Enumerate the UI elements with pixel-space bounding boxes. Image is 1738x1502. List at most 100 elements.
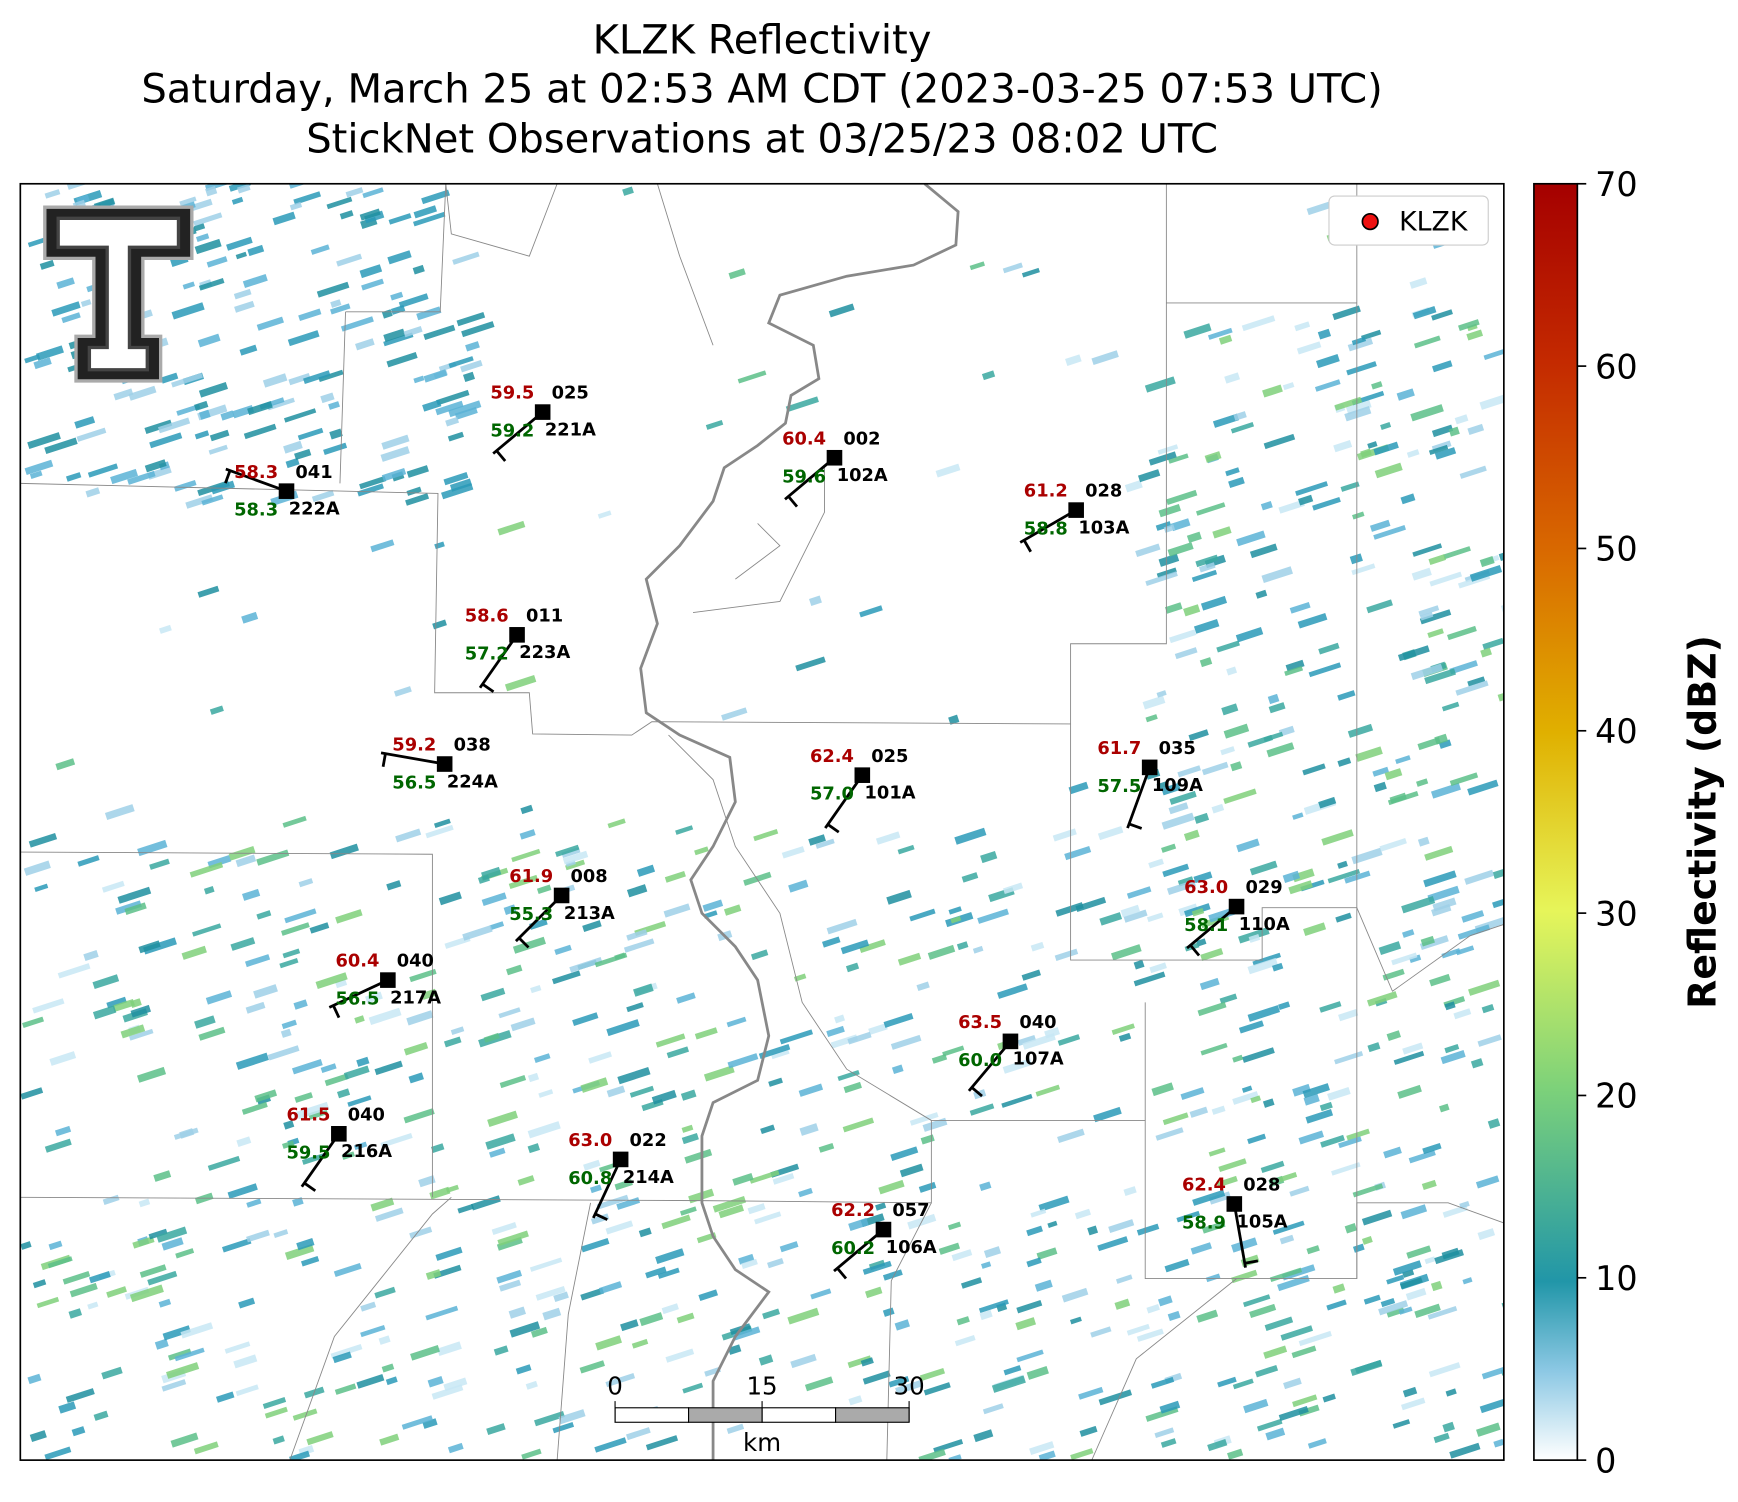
radar-echo	[1136, 1223, 1160, 1236]
radar-echo	[655, 1033, 686, 1048]
colorbar-tick-label: 0	[1595, 1441, 1616, 1480]
radar-echo	[918, 1181, 937, 1193]
radar-echo	[193, 1441, 219, 1455]
radar-echo	[1305, 1108, 1334, 1124]
radar-echo	[360, 1324, 386, 1338]
radar-echo	[899, 1163, 924, 1178]
dewpoint: 60.0	[958, 1050, 1002, 1071]
station-value: 057	[892, 1200, 929, 1221]
radar-echo	[938, 1242, 961, 1255]
radar-echo	[448, 400, 482, 418]
radar-echo	[104, 804, 135, 821]
wind-barb-flag	[495, 449, 507, 462]
radar-echo	[1421, 1179, 1437, 1191]
radar-echo	[681, 1124, 694, 1133]
radar-echo	[1278, 1172, 1298, 1183]
radar-echo	[1262, 1098, 1275, 1108]
radar-echo	[979, 1309, 993, 1321]
radar-echo	[1431, 904, 1452, 917]
radar-echo	[1219, 993, 1238, 1004]
station-value: 040	[1019, 1012, 1056, 1033]
radar-echo	[1391, 952, 1418, 966]
dewpoint: 58.9	[1182, 1212, 1226, 1233]
radar-echo	[1091, 350, 1119, 366]
radar-echo	[171, 372, 203, 388]
station-marker	[826, 449, 843, 466]
radar-echo	[1386, 1307, 1405, 1318]
radar-echo	[788, 879, 809, 893]
radar-echo	[1285, 659, 1305, 672]
radar-echo	[1464, 869, 1495, 885]
radar-echo	[51, 301, 81, 317]
radar-echo	[1198, 562, 1216, 573]
radar-echo	[582, 920, 602, 932]
radar-echo	[1224, 372, 1241, 384]
wind-barb-flag	[303, 1181, 317, 1192]
radar-echo	[1399, 1277, 1423, 1290]
radar-echo	[498, 1279, 522, 1292]
radar-echo	[737, 370, 767, 384]
radar-echo	[176, 403, 201, 416]
radar-echo	[1373, 441, 1399, 456]
radar-echo	[553, 1291, 569, 1303]
station-marker	[1141, 759, 1158, 776]
radar-echo	[527, 1121, 561, 1139]
radar-echo	[239, 344, 258, 356]
radar-echo	[93, 1410, 109, 1421]
scale-segment	[614, 1407, 690, 1423]
radar-echo	[890, 1146, 919, 1161]
radar-echo	[296, 1238, 315, 1251]
radar-echo	[1265, 1427, 1286, 1441]
station-value: 040	[348, 1104, 385, 1125]
radar-echo	[948, 906, 962, 915]
radar-echo	[206, 256, 228, 268]
radar-echo	[847, 1031, 872, 1045]
radar-echo	[194, 430, 210, 440]
radar-echo	[1319, 1001, 1342, 1013]
radar-echo	[1320, 1134, 1345, 1148]
radar-echo	[981, 370, 996, 381]
radar-echo	[292, 1197, 304, 1207]
radar-echo	[1156, 781, 1168, 790]
subtitle: Saturday, March 25 at 02:53 AM CDT (2023…	[141, 66, 1382, 112]
radar-echo	[144, 419, 173, 434]
radar-echo	[629, 1085, 655, 1098]
radar-echo	[1146, 1304, 1160, 1314]
radar-echo	[1449, 660, 1478, 675]
radar-echo	[289, 183, 318, 189]
radar-echo	[403, 1108, 435, 1124]
radar-echo	[36, 1296, 60, 1309]
radar-echo	[680, 1206, 697, 1216]
radar-echo	[521, 1448, 542, 1460]
radar-echo	[285, 457, 300, 469]
radar-echo	[386, 880, 402, 891]
radar-echo	[1414, 1303, 1441, 1318]
scale-unit: km	[743, 1428, 781, 1457]
radar-echo	[220, 410, 235, 421]
radar-echo	[785, 396, 819, 413]
radar-echo	[1190, 1242, 1212, 1255]
radar-echo	[517, 1175, 535, 1186]
radar-echo	[916, 981, 930, 992]
radar-echo	[793, 973, 807, 982]
radar-echo	[359, 208, 381, 221]
radar-echo	[665, 1348, 695, 1363]
temperature: 61.2	[1024, 481, 1068, 502]
radar-echo	[1278, 499, 1305, 514]
radar-echo	[515, 1364, 532, 1375]
radar-echo	[511, 848, 541, 863]
radar-echo	[1168, 802, 1189, 815]
radar-echo	[1386, 1030, 1401, 1041]
radar-echo	[1156, 567, 1177, 579]
radar-echo	[865, 1286, 883, 1299]
radar-echo	[58, 1401, 77, 1414]
radar-echo	[182, 281, 195, 290]
radar-echo	[1444, 1001, 1456, 1011]
radar-echo	[519, 829, 536, 840]
radar-echo	[569, 957, 603, 973]
radar-echo	[241, 611, 259, 624]
radar-echo	[418, 1175, 436, 1188]
title: KLZK Reflectivity	[593, 17, 932, 63]
radar-echo	[1280, 1325, 1313, 1341]
radar-echo	[48, 1240, 63, 1251]
